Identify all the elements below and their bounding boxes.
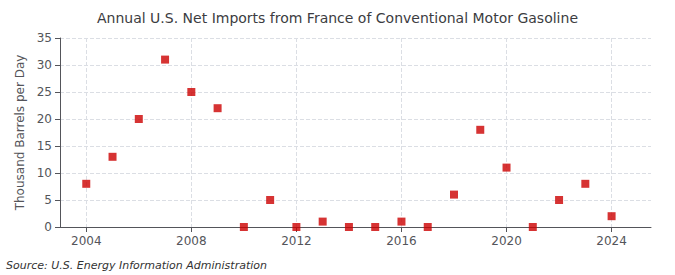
svg-text:Source: U.S. Energy Informatio: Source: U.S. Energy Information Administ…: [6, 259, 267, 272]
svg-text:35: 35: [37, 31, 52, 45]
svg-text:20: 20: [37, 112, 52, 126]
svg-text:2004: 2004: [71, 234, 102, 248]
svg-text:5: 5: [44, 193, 52, 207]
svg-text:30: 30: [37, 58, 52, 72]
svg-text:Annual U.S. Net Imports from F: Annual U.S. Net Imports from France of C…: [97, 10, 578, 26]
svg-text:2020: 2020: [491, 234, 522, 248]
svg-text:25: 25: [37, 85, 52, 99]
svg-text:2008: 2008: [176, 234, 207, 248]
svg-text:2016: 2016: [386, 234, 417, 248]
svg-text:2024: 2024: [596, 234, 627, 248]
svg-text:10: 10: [37, 166, 52, 180]
svg-text:0: 0: [44, 220, 52, 234]
svg-text:2012: 2012: [281, 234, 312, 248]
svg-text:Thousand Barrels per Day: Thousand Barrels per Day: [13, 55, 27, 212]
svg-text:15: 15: [37, 139, 52, 153]
